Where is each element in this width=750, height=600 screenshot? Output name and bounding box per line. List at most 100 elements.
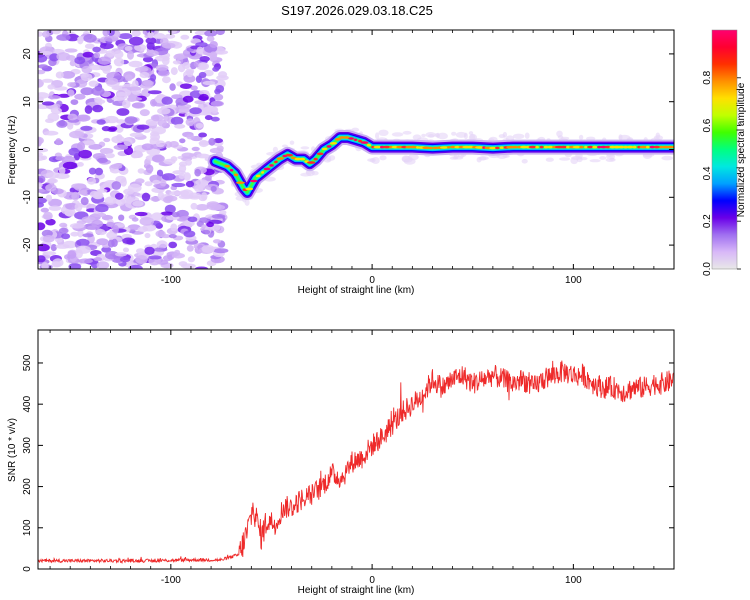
spectrogram-noise-blob (81, 216, 96, 224)
spectrogram-noise-blob (105, 153, 115, 159)
spectrogram-noise-blob (56, 52, 71, 61)
spectrogram-ridge-peak (276, 157, 284, 160)
spectrogram-noise-blob (108, 126, 118, 132)
spectrogram-noise-blob (95, 228, 106, 235)
spectrogram-noise-blob (145, 50, 159, 57)
spectrogram-ridge-peak (543, 145, 549, 149)
spectrogram-noise-blob (202, 80, 216, 86)
spectrogram-noise-blob (211, 106, 219, 114)
spectrogram-noise-blob (123, 188, 135, 195)
spectrogram-noise-blob (45, 194, 53, 202)
spectrogram-noise-blob (128, 60, 143, 68)
spectrogram-ridge-peak (329, 142, 338, 145)
spectrogram-noise-blob (181, 152, 195, 159)
spectrogram-noise-blob (48, 198, 62, 208)
spectrogram-halo-blob (244, 199, 250, 206)
spectrogram-noise-blob (208, 137, 216, 146)
spectrogram-noise-blob (198, 90, 210, 95)
spectrogram-ridge-peak (409, 145, 417, 149)
spectrogram-ridge-peak (344, 136, 350, 139)
spectrogram-noise-blob (122, 247, 130, 253)
spectrogram-noise-blob (190, 202, 198, 210)
spectrogram-noise-blob (150, 114, 164, 122)
snr-y-axis-title: SNR (10 * v/v) (7, 418, 18, 482)
spectrogram-noise-blob (127, 96, 137, 102)
spectrogram-noise-blob (171, 182, 186, 188)
spectrogram-noise-blob (170, 116, 184, 126)
spectrogram-ridge-peak (495, 146, 500, 150)
spectrogram-noise-blob (212, 66, 220, 72)
spectrogram-noise-blob (156, 169, 164, 177)
spectrogram-ridge-peak (587, 145, 594, 149)
spectrogram-ridge-peak (366, 143, 372, 147)
spectrogram-ridge-peak (440, 146, 449, 149)
spectrogram-ridge-peak (454, 145, 461, 149)
spectrogram-noise-blob (38, 222, 46, 231)
spectrogram-halo-blob (661, 155, 673, 161)
spectrogram-noise-blob (101, 126, 111, 132)
spectrogram-ridge-peak (506, 145, 515, 149)
spectrogram-noise-blob (182, 62, 191, 69)
spectrogram-noise-blob (210, 100, 224, 107)
spectrogram-halo-blob (502, 154, 510, 158)
spectrogram-noise-blob (123, 138, 133, 147)
spectrogram-noise-blob (121, 198, 130, 204)
spectrogram-noise-blob (104, 77, 119, 85)
spectrogram-noise-blob (42, 251, 57, 256)
spectrogram-noise-blob (55, 155, 65, 161)
spectrogram-noise-blob (43, 130, 59, 136)
spectrogram-noise-blob (137, 226, 148, 233)
spectrogram-noise-blob (194, 184, 204, 193)
spectrogram-ridge-peak (535, 145, 539, 149)
spectrogram-ridge-peak (432, 146, 438, 150)
spectrogram-halo-blob (391, 132, 404, 137)
spectrogram-noise-blob (116, 108, 130, 116)
spectrogram-halo-blob (379, 155, 387, 161)
spectrogram-noise-blob (96, 188, 108, 193)
snr-y-tick-label: 0 (22, 566, 33, 572)
spectrogram-noise-blob (195, 179, 209, 186)
spectrogram-y-tick-label: 10 (22, 96, 33, 108)
spectrogram-ridge-peak (572, 145, 582, 149)
spectrogram-noise-blob (209, 41, 218, 48)
spectrogram-x-tick-label: -100 (161, 275, 181, 286)
spectrogram-halo-blob (559, 157, 571, 161)
spectrogram-noise-blob (178, 194, 193, 200)
spectrogram-halo-blob (378, 129, 389, 136)
spectrogram-noise-blob (157, 191, 164, 200)
spectrogram-noise-blob (210, 204, 226, 211)
spectrogram-noise-blob (163, 115, 170, 122)
spectrogram-noise-blob (61, 233, 71, 240)
spectrogram-noise-blob (124, 116, 138, 124)
spectrogram-noise-blob (80, 73, 93, 82)
spectrogram-noise-blob (120, 178, 127, 187)
spectrogram-noise-blob (83, 33, 97, 43)
spectrogram-noise-blob (128, 36, 144, 46)
spectrogram-ridge-peak (499, 146, 504, 149)
spectrogram-halo-blob (375, 132, 380, 140)
spectrogram-noise-blob (106, 231, 118, 240)
spectrogram-halo-blob (571, 156, 583, 160)
spectrogram-noise-blob (56, 34, 71, 41)
spectrogram-noise-blob (91, 219, 104, 228)
spectrogram-noise-blob (111, 96, 126, 102)
spectrogram-noise-blob (47, 84, 55, 90)
spectrogram-noise-blob (88, 143, 103, 150)
spectrogram-noise-blob (38, 64, 49, 69)
spectrogram-noise-blob (162, 76, 171, 84)
spectrogram-halo-blob (609, 157, 615, 161)
spectrogram-noise-blob (206, 35, 215, 42)
spectrogram-noise-blob (185, 159, 193, 166)
spectrogram-ridge-peak (396, 145, 404, 149)
spectrogram-ridge-peak (401, 145, 408, 149)
spectrogram-noise-blob (152, 154, 165, 163)
spectrogram-noise-blob (205, 174, 212, 181)
spectrogram-noise-blob (107, 239, 115, 248)
spectrogram-halo-blob (401, 155, 411, 163)
spectrogram-ridge-peak (547, 145, 554, 149)
spectrogram-noise-blob (105, 250, 119, 260)
spectrogram-noise-blob (198, 71, 207, 79)
spectrogram-ridge-peak (659, 145, 663, 149)
spectrogram-ridge-peak (447, 146, 451, 149)
